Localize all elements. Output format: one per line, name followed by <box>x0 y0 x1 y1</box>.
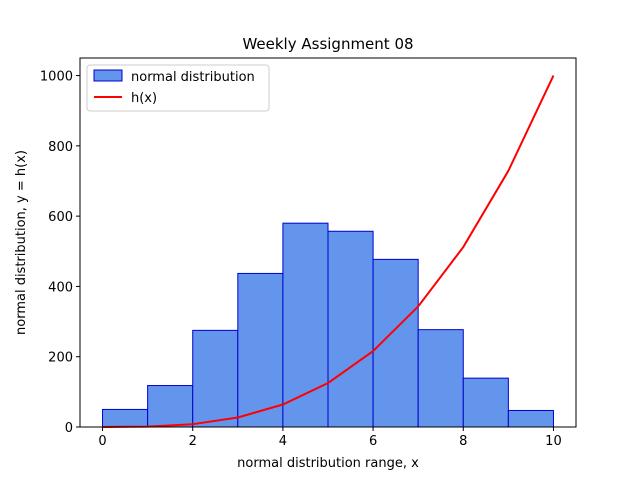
x-tick-label: 4 <box>279 434 287 449</box>
h-x-line <box>102 75 555 428</box>
y-axis-ticks: 0 200 400 600 800 1000 <box>40 70 80 436</box>
y-tick-label: 0 <box>65 421 73 436</box>
histogram-bar <box>237 272 284 428</box>
x-axis-ticks: 0 2 4 6 8 10 <box>98 427 562 449</box>
y-tick-label: 800 <box>48 140 73 155</box>
histogram-bars <box>102 222 554 428</box>
histogram-bar <box>147 385 194 428</box>
histogram-bar <box>462 377 509 428</box>
x-tick-label: 8 <box>459 434 467 449</box>
histogram-bar <box>417 329 464 428</box>
y-tick-label: 200 <box>48 351 73 366</box>
x-tick-label: 2 <box>189 434 197 449</box>
x-axis-label: normal distribution range, x <box>237 456 419 471</box>
legend-box <box>86 64 270 112</box>
h-x-series <box>102 75 555 428</box>
y-tick-label: 600 <box>48 210 73 225</box>
y-tick-label: 1000 <box>40 70 73 85</box>
histogram-bar <box>102 408 149 428</box>
y-axis-label: normal distribution, y = h(x) <box>14 150 29 335</box>
histogram-bar <box>192 329 239 428</box>
histogram-bar <box>507 409 554 428</box>
x-tick-label: 10 <box>545 434 562 449</box>
histogram-bar <box>282 222 329 428</box>
chart-title: Weekly Assignment 08 <box>242 35 413 53</box>
histogram-bar <box>327 230 374 428</box>
x-tick-label: 0 <box>98 434 106 449</box>
legend: normal distribution h(x) <box>86 64 270 112</box>
plot-frame <box>79 57 577 428</box>
legend-patch-normal-distribution <box>93 69 123 82</box>
legend-label-normal-distribution: normal distribution <box>131 70 255 85</box>
legend-label-h-x: h(x) <box>131 91 157 106</box>
x-tick-label: 6 <box>369 434 377 449</box>
y-tick-label: 400 <box>48 280 73 295</box>
